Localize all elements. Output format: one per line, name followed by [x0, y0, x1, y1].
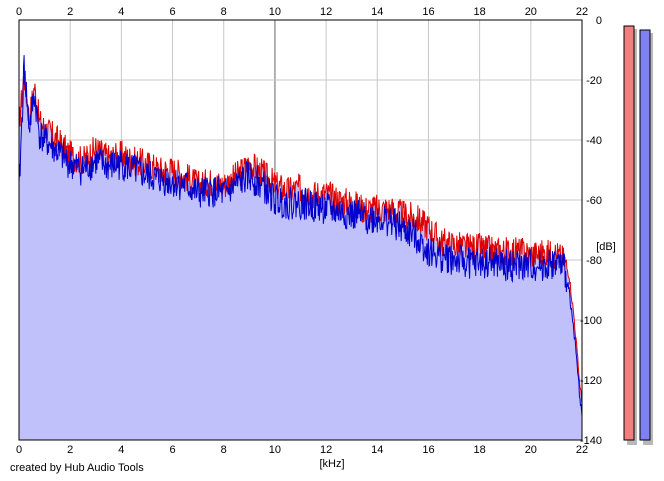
x-tick-label-top: 16: [422, 6, 434, 18]
right-channel-line: [18, 55, 583, 417]
x-tick-label-bottom: 2: [67, 444, 73, 456]
x-tick-label-bottom: 18: [474, 444, 486, 456]
x-tick-label-bottom: 4: [118, 444, 124, 456]
x-tick-label-bottom: 6: [169, 444, 175, 456]
level-meters: [623, 25, 653, 445]
x-tick-label-top: 4: [118, 6, 124, 18]
right-channel-meter: [639, 29, 651, 441]
series-lines: [18, 55, 583, 417]
x-tick-label-bottom: 0: [16, 444, 22, 456]
x-tick-label-bottom: 22: [576, 444, 588, 456]
x-tick-label-top: 0: [16, 6, 22, 18]
x-tick-label-top: 12: [320, 6, 332, 18]
y-axis-label: [dB]: [596, 241, 616, 253]
x-tick-label-bottom: 12: [320, 444, 332, 456]
x-tick-label-bottom: 16: [422, 444, 434, 456]
x-tick-label-top: 2: [67, 6, 73, 18]
y-tick-label: 0: [596, 15, 602, 27]
x-tick-label-top: 22: [576, 6, 588, 18]
x-tick-label-top: 14: [371, 6, 383, 18]
x-tick-label-top: 10: [269, 6, 281, 18]
y-tick-label: -120: [580, 375, 602, 387]
x-tick-label-bottom: 8: [221, 444, 227, 456]
y-ticks-right: 0 -20 -40 -60 -80 -100 -120 -140: [580, 15, 602, 447]
x-ticks-bottom: 0 2 4 6 8 10 12 14 16 18 20 22: [16, 444, 588, 456]
x-tick-label-top: 6: [169, 6, 175, 18]
spectrum-fill: [19, 55, 582, 440]
y-tick-label: -20: [586, 75, 602, 87]
y-tick-label: -80: [586, 255, 602, 267]
x-tick-label-top: 20: [525, 6, 537, 18]
left-channel-line: [18, 70, 583, 405]
x-ticks-top: 0 2 4 6 8 10 12 14 16 18 20 22: [16, 6, 588, 18]
y-tick-label: -100: [580, 315, 602, 327]
left-channel-meter: [623, 25, 635, 441]
x-axis-label: [kHz]: [319, 458, 344, 470]
spectrum-area: [19, 55, 582, 440]
x-tick-label-bottom: 10: [269, 444, 281, 456]
y-tick-label: -140: [580, 435, 602, 447]
y-tick-label: -40: [586, 135, 602, 147]
plot-frame: [18, 19, 583, 441]
x-tick-label-bottom: 14: [371, 444, 383, 456]
y-tick-label: -60: [586, 195, 602, 207]
x-tick-label-top: 8: [221, 6, 227, 18]
x-tick-label-top: 18: [474, 6, 486, 18]
credit-text: created by Hub Audio Tools: [10, 462, 144, 474]
x-tick-label-bottom: 20: [525, 444, 537, 456]
